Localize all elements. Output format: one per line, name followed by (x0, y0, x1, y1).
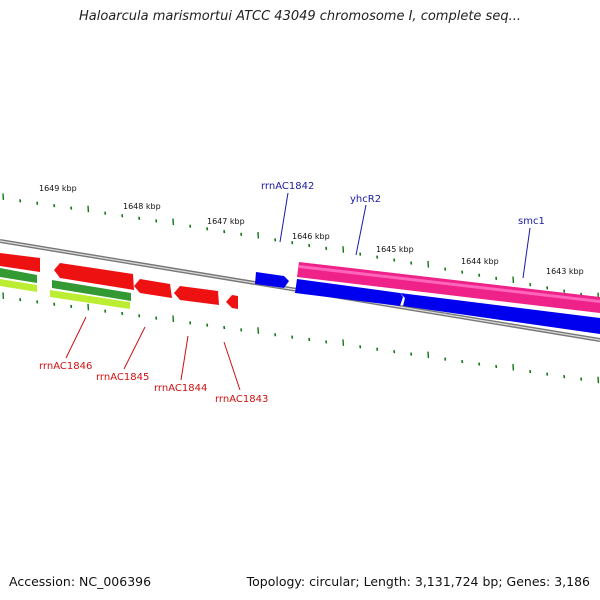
kbp-label: 1649 kbp (39, 184, 77, 193)
label-rrnAC1842: rrnAC1842 (261, 181, 314, 192)
gene-rrnAC1844a[interactable] (134, 279, 172, 298)
leader-line (223, 341, 241, 391)
kbp-label: 1646 kbp (292, 232, 330, 241)
track-lime-right (50, 290, 130, 309)
gene-yhcR2-highlight-stripe (299, 265, 600, 303)
kbp-label: 1648 kbp (123, 202, 161, 211)
accession-text: Accession: NC_006396 (9, 574, 152, 589)
kbp-label: 1644 kbp (461, 257, 499, 266)
topology-text: Topology: circular; Length: 3,131,724 bp… (246, 574, 590, 589)
gene-rrnAC1842[interactable] (255, 272, 289, 288)
leader-line (180, 335, 189, 381)
inner-ruler-ticks (2, 292, 600, 384)
map-title: Haloarcula marismortui ATCC 43049 chromo… (79, 9, 521, 24)
label-rrnAC1844: rrnAC1844 (154, 383, 207, 394)
outer-ruler-ticks (2, 193, 600, 300)
leader-line (65, 316, 87, 359)
label-smc1: smc1 (518, 216, 545, 227)
gene-rrnAC1843[interactable] (226, 295, 238, 309)
kbp-label: 1647 kbp (207, 217, 245, 226)
label-rrnAC1843: rrnAC1843 (215, 394, 268, 405)
track-lime-left (0, 279, 37, 292)
label-yhcR2: yhcR2 (350, 194, 381, 205)
label-rrnAC1845: rrnAC1845 (96, 372, 149, 383)
leader-line (355, 204, 367, 256)
track-green-left (0, 268, 37, 283)
gene-rrnAC1844b[interactable] (174, 286, 219, 305)
gene-smc1[interactable] (400, 293, 600, 334)
track-green-right (52, 280, 131, 301)
leader-line (123, 326, 146, 370)
kbp-label: 1645 kbp (376, 245, 414, 254)
leader-line (522, 227, 531, 279)
leader-line (279, 192, 289, 243)
kbp-label: 1643 kbp (546, 267, 584, 276)
gene-rrnAC1845[interactable] (54, 263, 134, 290)
gene-rrna-left[interactable] (0, 253, 40, 272)
label-rrnAC1846: rrnAC1846 (39, 361, 92, 372)
gene-yhcR2[interactable] (295, 279, 403, 306)
